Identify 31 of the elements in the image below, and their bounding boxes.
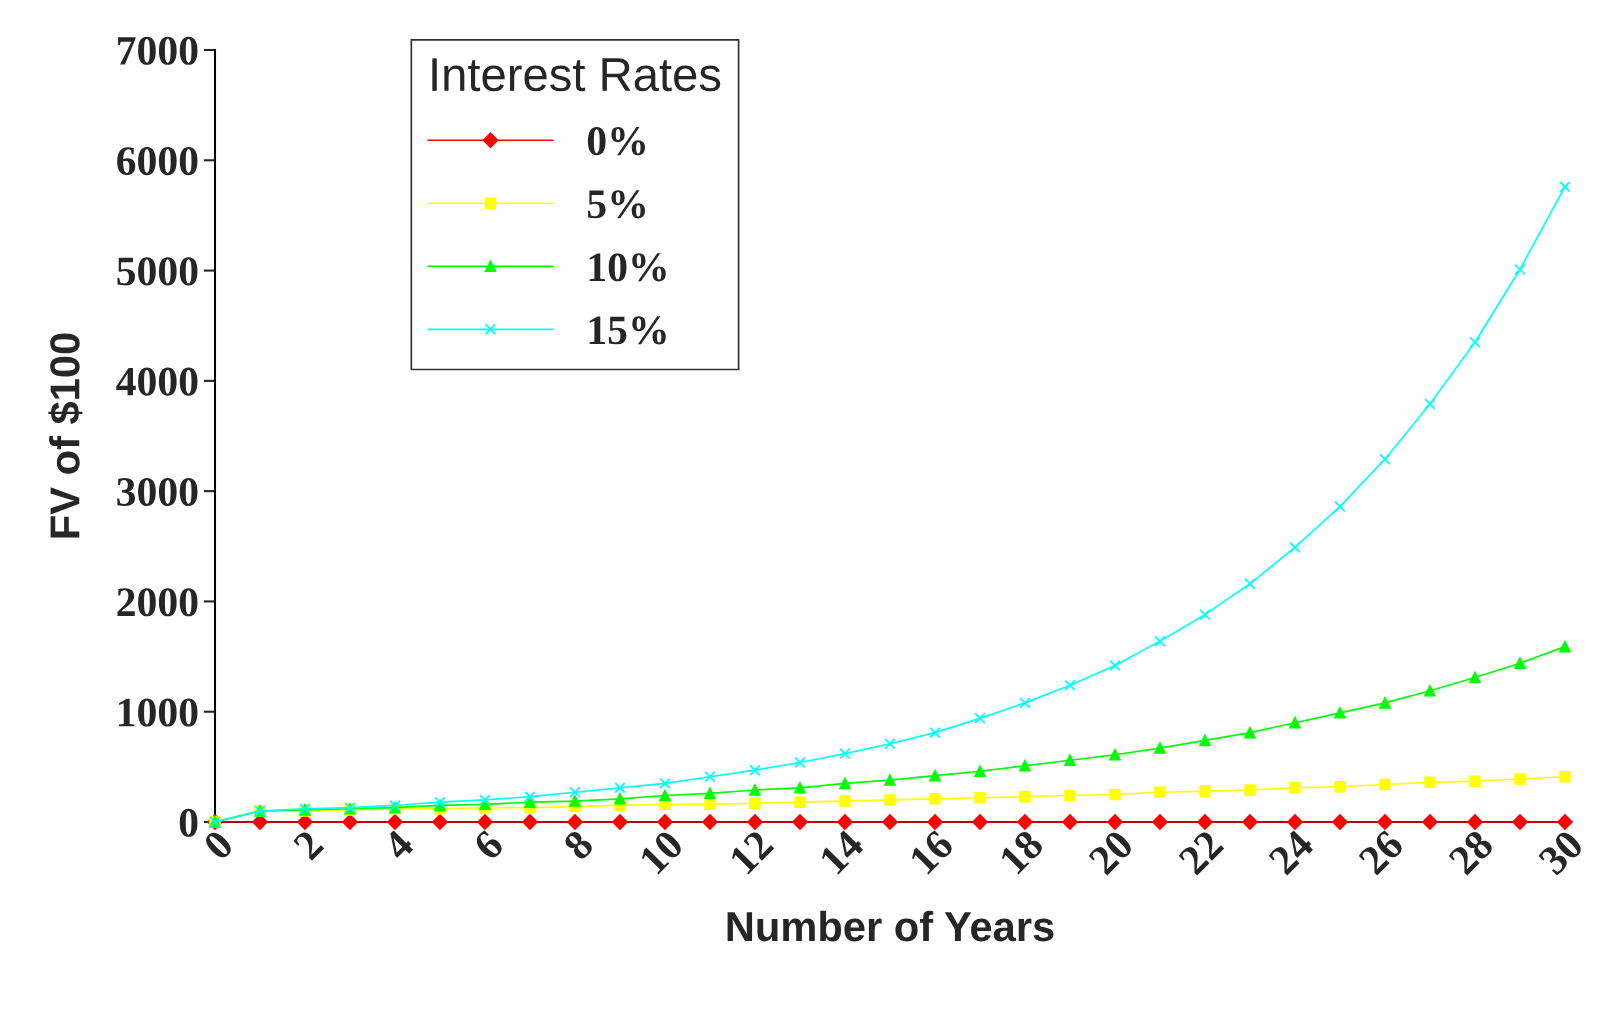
x-tick-label: 22 <box>1177 829 1225 876</box>
y-tick-label: 6000 <box>117 147 198 176</box>
legend-label: 5% <box>588 190 645 219</box>
x-axis-title: Number of Years <box>727 910 1054 942</box>
x-tick-label: 2 <box>292 829 325 861</box>
x-tick-label: 18 <box>998 828 1045 875</box>
x-tick-label: 8 <box>562 828 595 862</box>
x-tick-label: 0 <box>202 828 235 862</box>
y-tick-label: 5000 <box>117 257 198 286</box>
x-tick-label: 16 <box>908 828 955 875</box>
x-tick-label: 30 <box>1537 828 1585 876</box>
y-axis-title: FV of $100 <box>48 333 83 538</box>
x-tick-label: 6 <box>472 828 505 862</box>
y-tick-label: 2000 <box>117 588 198 617</box>
x-tick-label: 24 <box>1267 828 1315 876</box>
x-tick-label: 14 <box>818 828 865 875</box>
x-tick-label: 26 <box>1357 828 1405 876</box>
x-tick-label: 10 <box>638 828 685 875</box>
y-tick-label: 0 <box>179 808 198 837</box>
legend-label: 0% <box>587 127 645 156</box>
x-tick-label: 20 <box>1087 828 1135 876</box>
y-tick-label: 7000 <box>118 36 198 65</box>
y-tick-label: 1000 <box>119 698 198 727</box>
x-tick-label: 12 <box>728 829 775 875</box>
legend-title: Interest Rates <box>432 58 721 92</box>
x-tick-label: 4 <box>381 828 415 862</box>
legend-label: 15% <box>589 316 666 345</box>
legend-label: 10% <box>589 253 666 282</box>
x-tick-label: 28 <box>1447 828 1495 876</box>
y-tick-label: 4000 <box>116 367 198 396</box>
y-tick-label: 3000 <box>117 477 198 507</box>
